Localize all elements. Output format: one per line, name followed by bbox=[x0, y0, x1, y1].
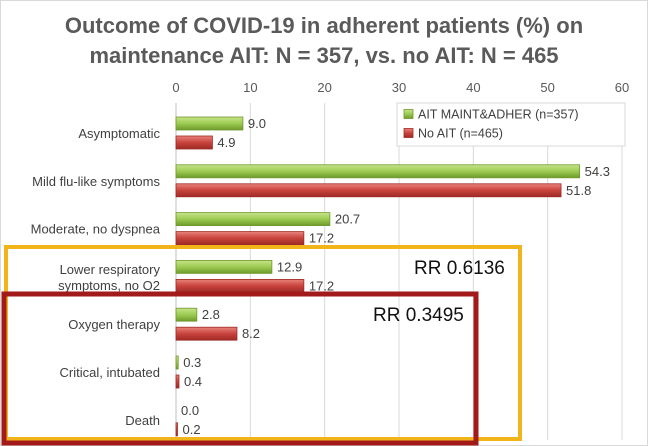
category-label: Critical, intubated bbox=[60, 365, 160, 380]
bar-no-ait bbox=[175, 374, 180, 389]
category-label: Oxygen therapy bbox=[68, 317, 160, 332]
x-tick-label: 20 bbox=[317, 80, 331, 95]
legend-label-no-ait: No AIT (n=465) bbox=[418, 127, 503, 141]
data-label-no-ait: 8.2 bbox=[242, 326, 260, 341]
category-label: Death bbox=[125, 413, 160, 428]
bar-no-ait bbox=[175, 422, 178, 437]
bar-no-ait bbox=[175, 278, 305, 293]
bar-ait bbox=[175, 259, 273, 274]
category-label: Moderate, no dyspnea bbox=[31, 222, 161, 237]
x-tick-label: 50 bbox=[540, 80, 554, 95]
chart-title: Outcome of COVID-19 in adherent patients… bbox=[65, 13, 583, 38]
legend-label-ait: AIT MAINT&ADHER (n=357) bbox=[418, 108, 579, 122]
legend-box bbox=[396, 102, 626, 147]
data-label-no-ait: 51.8 bbox=[566, 183, 591, 198]
data-label-ait: 20.7 bbox=[335, 212, 360, 227]
bar-no-ait bbox=[175, 231, 305, 246]
category-label: Lower respiratory bbox=[60, 262, 161, 277]
x-tick-label: 40 bbox=[466, 80, 480, 95]
bar-ait bbox=[175, 355, 179, 370]
data-label-no-ait: 0.4 bbox=[184, 374, 202, 389]
rr-label-oxygen: RR 0.3495 bbox=[373, 305, 464, 326]
bar-no-ait bbox=[175, 183, 562, 198]
x-tick-label: 60 bbox=[615, 80, 629, 95]
x-tick-label: 30 bbox=[392, 80, 406, 95]
data-label-ait: 0.0 bbox=[181, 403, 199, 418]
category-label: symptoms, no O2 bbox=[58, 278, 160, 293]
data-label-no-ait: 0.2 bbox=[182, 422, 200, 437]
category-label: Asymptomatic bbox=[78, 126, 160, 141]
data-label-ait: 54.3 bbox=[585, 164, 610, 179]
data-label-ait: 12.9 bbox=[277, 259, 302, 274]
legend-swatch-ait bbox=[403, 109, 414, 119]
rr-box-oxygen bbox=[1, 291, 479, 446]
data-label-ait: 2.8 bbox=[202, 307, 220, 322]
data-label-no-ait: 4.9 bbox=[217, 135, 235, 150]
chart-subtitle: maintenance AIT: N = 357, vs. no AIT: N … bbox=[89, 43, 558, 68]
legend-swatch-no-ait bbox=[403, 128, 414, 138]
data-label-no-ait: 17.2 bbox=[309, 231, 334, 246]
data-label-no-ait: 17.2 bbox=[309, 278, 334, 293]
bar-ait bbox=[175, 116, 244, 131]
rr-label-lower-respiratory: RR 0.6136 bbox=[414, 258, 505, 279]
bar-no-ait bbox=[175, 135, 213, 150]
bar-no-ait bbox=[175, 326, 238, 341]
x-tick-label: 10 bbox=[243, 80, 257, 95]
category-label: Mild flu-like symptoms bbox=[32, 174, 160, 189]
x-tick-label: 0 bbox=[172, 80, 179, 95]
bar-ait bbox=[175, 164, 581, 179]
bar-ait bbox=[175, 212, 331, 227]
data-label-ait: 0.3 bbox=[183, 355, 201, 370]
data-label-ait: 9.0 bbox=[248, 116, 266, 131]
bar-ait bbox=[175, 307, 198, 322]
